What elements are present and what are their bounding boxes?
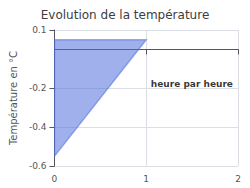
- svg-text:heure par heure: heure par heure: [151, 79, 233, 89]
- svg-text:1: 1: [143, 174, 149, 184]
- svg-text:Evolution de la température: Evolution de la température: [41, 8, 210, 22]
- svg-text:2: 2: [235, 174, 241, 184]
- svg-text:0: 0: [52, 174, 58, 184]
- svg-text:Température en °C: Température en °C: [8, 51, 19, 146]
- svg-text:-0.6: -0.6: [29, 161, 47, 171]
- svg-text:-0.2: -0.2: [29, 83, 47, 93]
- svg-text:0.1: 0.1: [32, 25, 46, 35]
- svg-text:-0.4: -0.4: [29, 122, 47, 132]
